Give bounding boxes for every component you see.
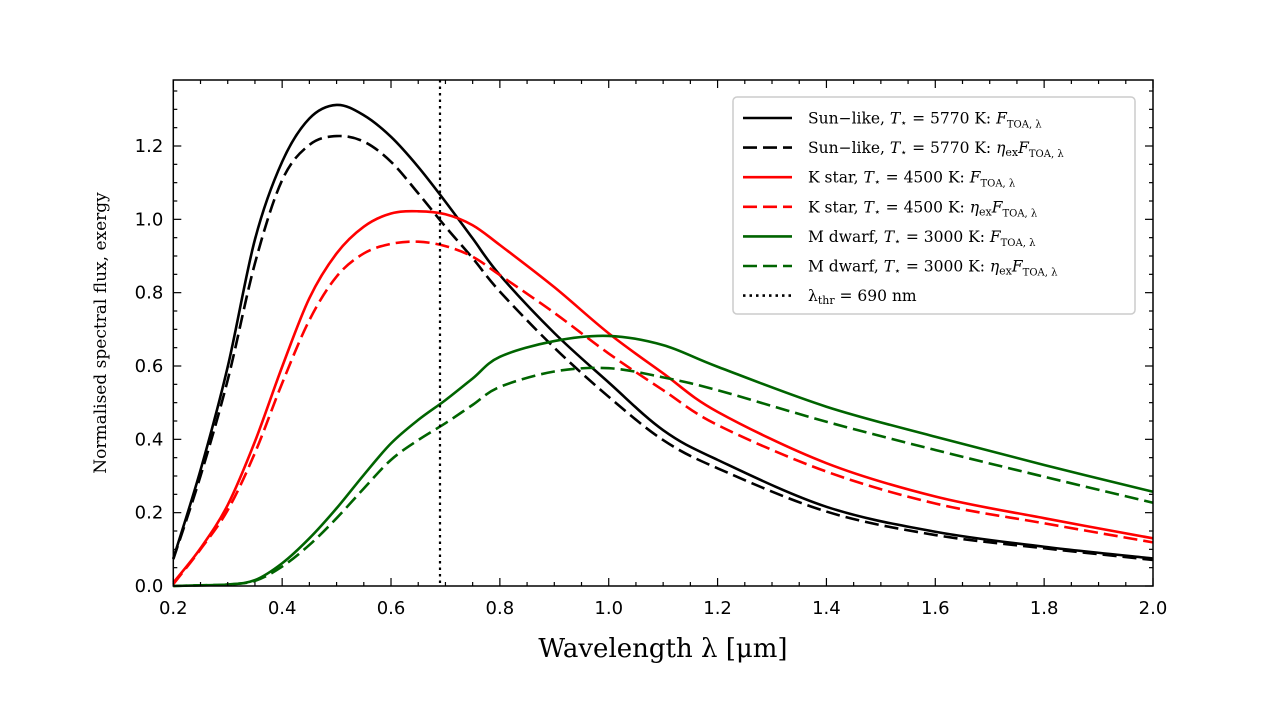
legend-eq: = 5770 K: (907, 110, 996, 128)
legend-label: Sun−like, T⋆ = 5770 K: FTOA, λ (808, 110, 1042, 131)
legend-q: F (989, 228, 1002, 246)
legend-name: K star, (808, 169, 864, 187)
legend-label: λthr = 690 nm (808, 287, 917, 307)
legend-name: M dwarf, (808, 228, 884, 246)
legend-tsub: ⋆ (900, 146, 907, 159)
legend-qsub: TOA, λ (1001, 238, 1036, 249)
y-tick-label: 0.2 (135, 503, 164, 524)
legend-eq: = 5770 K: (907, 139, 996, 157)
x-tick-label: 1.2 (703, 598, 732, 619)
legend-eq: = 3000 K: (901, 228, 990, 246)
legend-tsub: ⋆ (894, 235, 901, 248)
x-tick-label: 0.2 (159, 598, 188, 619)
legend-name: M dwarf, (808, 258, 884, 276)
legend-qsub: TOA, λ (1007, 120, 1042, 131)
legend-q: F (969, 169, 982, 187)
legend-entry: K star, T⋆ = 4500 K: FTOA, λ (743, 169, 1016, 190)
series-line-5 (173, 366, 1154, 588)
legend-qsub: TOA, λ (1002, 208, 1037, 219)
legend-q: F (1011, 258, 1024, 276)
y-tick-label: 1.2 (135, 136, 164, 157)
legend-entry: M dwarf, T⋆ = 3000 K: FTOA, λ (743, 228, 1036, 249)
legend-label: K star, T⋆ = 4500 K: ηexFTOA, λ (808, 198, 1038, 219)
legend-name: Sun−like, (808, 110, 890, 128)
x-axis-label: Wavelength λ [μm] (538, 634, 787, 664)
series-line-0 (172, 103, 1154, 560)
legend-q: F (991, 198, 1004, 216)
series-line-3 (172, 240, 1154, 585)
y-tick-label: 0.8 (135, 283, 164, 304)
legend-label: K star, T⋆ = 4500 K: FTOA, λ (808, 169, 1016, 190)
legend: Sun−like, T⋆ = 5770 K: FTOA, λSun−like, … (732, 96, 1136, 315)
legend-t: T (890, 110, 902, 128)
legend-box (732, 96, 1136, 315)
axis-ticks: 0.2 0.4 0.6 0.8 1.0 1.2 1.4 1.6 1.8 2.00.00.20.40… (135, 80, 1168, 619)
legend-tsub: ⋆ (874, 205, 881, 218)
legend-tsub: ⋆ (894, 265, 901, 278)
legend-entry: M dwarf, T⋆ = 3000 K: ηexFTOA, λ (743, 258, 1058, 279)
legend-etasub: ex (1005, 146, 1019, 159)
x-tick-label: 2.0 (1139, 598, 1168, 619)
legend-q: F (1017, 139, 1030, 157)
plot-frame (172, 79, 1154, 587)
legend-q: F (995, 110, 1008, 128)
legend-entry: K star, T⋆ = 4500 K: ηexFTOA, λ (743, 198, 1038, 219)
legend-eq: = 4500 K: (881, 198, 970, 216)
x-tick-label: 1.0 (594, 598, 623, 619)
legend-eta: η (990, 258, 1000, 276)
legend-eq: = 4500 K: (881, 169, 970, 187)
x-tick-label: 1.4 (812, 598, 841, 619)
legend-entry: λthr = 690 nm (743, 287, 917, 307)
y-tick-label: 0.0 (135, 576, 164, 597)
legend-name: λ (808, 287, 818, 305)
legend-t: T (890, 139, 902, 157)
y-tick-label: 0.6 (135, 356, 164, 377)
legend-label: M dwarf, T⋆ = 3000 K: ηexFTOA, λ (808, 258, 1058, 279)
y-axis-label: Normalised spectral flux, exergy (91, 192, 111, 474)
series-line-4 (173, 334, 1154, 588)
legend-t: T (884, 228, 896, 246)
legend-label: M dwarf, T⋆ = 3000 K: FTOA, λ (808, 228, 1036, 249)
legend-eta: η (970, 198, 980, 216)
legend-t: T (864, 198, 876, 216)
legend-tsub: ⋆ (900, 117, 907, 130)
legend-tsub: ⋆ (874, 176, 881, 189)
legend-eq: = 690 nm (835, 287, 917, 305)
legend-entry: Sun−like, T⋆ = 5770 K: FTOA, λ (743, 110, 1042, 131)
legend-qsub: TOA, λ (1023, 268, 1058, 279)
legend-etasub: ex (999, 265, 1013, 278)
x-tick-label: 0.4 (268, 598, 297, 619)
legend-tsub: thr (818, 294, 836, 307)
y-tick-label: 1.0 (135, 209, 164, 230)
legend-entry: Sun−like, T⋆ = 5770 K: ηexFTOA, λ (743, 139, 1064, 160)
legend-qsub: TOA, λ (980, 179, 1015, 190)
x-tick-label: 1.8 (1030, 598, 1059, 619)
legend-qsub: TOA, λ (1029, 149, 1064, 160)
legend-etasub: ex (979, 205, 993, 218)
legend-t: T (864, 169, 876, 187)
x-tick-label: 0.8 (486, 598, 515, 619)
legend-eq: = 3000 K: (901, 258, 990, 276)
legend-name: Sun−like, (808, 139, 890, 157)
series-line-2 (172, 209, 1154, 584)
x-tick-label: 1.6 (921, 598, 950, 619)
x-tick-label: 0.6 (377, 598, 406, 619)
legend-label: Sun−like, T⋆ = 5770 K: ηexFTOA, λ (808, 139, 1064, 160)
legend-t: T (884, 258, 896, 276)
curves (172, 80, 1154, 588)
series-line-1 (172, 134, 1154, 562)
legend-name: K star, (808, 198, 864, 216)
y-tick-label: 0.4 (135, 429, 164, 450)
legend-eta: η (996, 139, 1006, 157)
